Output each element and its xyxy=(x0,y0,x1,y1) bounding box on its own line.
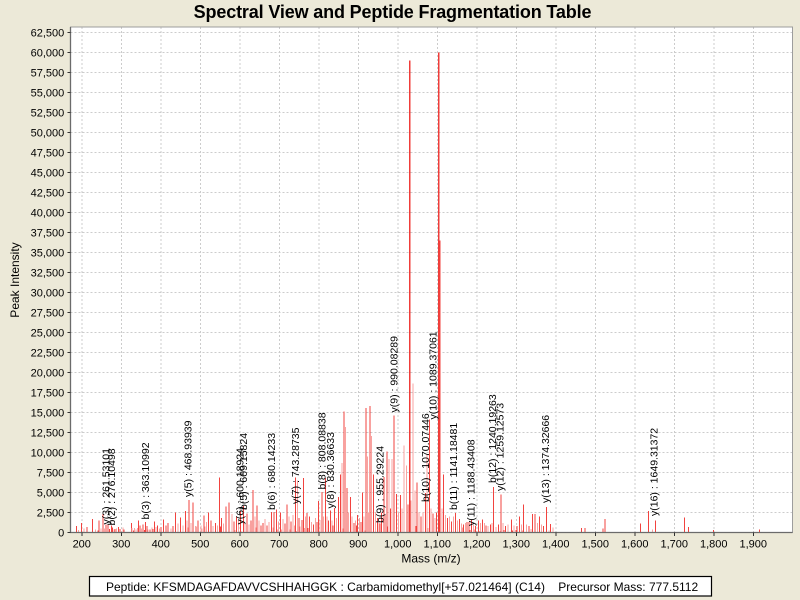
svg-text:1,100: 1,100 xyxy=(423,539,451,551)
svg-text:32,500: 32,500 xyxy=(31,268,65,280)
svg-text:1,200: 1,200 xyxy=(463,539,491,551)
svg-text:700: 700 xyxy=(270,539,288,551)
svg-text:y(10) : 1089.37061: y(10) : 1089.37061 xyxy=(427,331,439,419)
svg-text:10,000: 10,000 xyxy=(31,448,65,460)
svg-text:900: 900 xyxy=(349,539,367,551)
svg-text:400: 400 xyxy=(152,539,170,551)
svg-text:40,000: 40,000 xyxy=(31,208,65,220)
svg-text:2,500: 2,500 xyxy=(37,508,65,520)
svg-text:Spectral View and Peptide Frag: Spectral View and Peptide Fragmentation … xyxy=(194,2,592,22)
svg-text:15,000: 15,000 xyxy=(31,408,65,420)
svg-text:600: 600 xyxy=(231,539,249,551)
svg-text:1,900: 1,900 xyxy=(739,539,767,551)
svg-text:500: 500 xyxy=(191,539,209,551)
svg-text:300: 300 xyxy=(112,539,130,551)
svg-text:y(8) : 830.36633: y(8) : 830.36633 xyxy=(325,432,337,509)
svg-text:y(16) : 1649.31372: y(16) : 1649.31372 xyxy=(649,428,661,516)
svg-text:b(10) : 1070.07446: b(10) : 1070.07446 xyxy=(420,413,432,502)
svg-text:1,800: 1,800 xyxy=(700,539,728,551)
svg-text:y(11) : 1188.43408: y(11) : 1188.43408 xyxy=(466,439,478,526)
svg-text:b(11) : 1141.18481: b(11) : 1141.18481 xyxy=(448,423,460,510)
svg-text:b(6) : 680.14233: b(6) : 680.14233 xyxy=(266,433,278,510)
svg-text:27,500: 27,500 xyxy=(31,308,65,320)
svg-text:55,000: 55,000 xyxy=(31,88,65,100)
svg-text:y(9) : 990.08289: y(9) : 990.08289 xyxy=(389,336,401,413)
svg-text:1,400: 1,400 xyxy=(542,539,570,551)
svg-text:y(6) : 600.18924: y(6) : 600.18924 xyxy=(234,448,246,525)
svg-text:y(3) : 261.53101: y(3) : 261.53101 xyxy=(100,448,112,525)
svg-text:800: 800 xyxy=(310,539,328,551)
svg-text:20,000: 20,000 xyxy=(31,368,65,380)
svg-text:1,000: 1,000 xyxy=(384,539,412,551)
svg-text:1,600: 1,600 xyxy=(621,539,649,551)
svg-text:47,500: 47,500 xyxy=(31,148,65,160)
svg-text:b(12) : 1240.19263: b(12) : 1240.19263 xyxy=(487,394,499,483)
svg-text:y(13) : 1374.32666: y(13) : 1374.32666 xyxy=(540,415,552,503)
svg-text:17,500: 17,500 xyxy=(31,388,65,400)
svg-text:50,000: 50,000 xyxy=(31,128,65,140)
svg-text:1,700: 1,700 xyxy=(660,539,688,551)
svg-text:y(7) : 743.28735: y(7) : 743.28735 xyxy=(290,427,302,504)
svg-text:7,500: 7,500 xyxy=(37,468,65,480)
svg-text:35,000: 35,000 xyxy=(31,248,65,260)
svg-text:b(9) : 955.29224: b(9) : 955.29224 xyxy=(375,446,387,523)
svg-text:b(2) : 276.10498: b(2) : 276.10498 xyxy=(106,448,118,525)
svg-text:1,500: 1,500 xyxy=(581,539,609,551)
svg-text:57,500: 57,500 xyxy=(31,68,65,80)
svg-text:0: 0 xyxy=(58,528,64,540)
svg-text:y(12) : 1259.12573: y(12) : 1259.12573 xyxy=(495,403,507,491)
svg-text:25,000: 25,000 xyxy=(31,328,65,340)
svg-text:Mass (m/z): Mass (m/z) xyxy=(401,552,460,566)
svg-text:37,500: 37,500 xyxy=(31,228,65,240)
svg-text:Peak Intensity: Peak Intensity xyxy=(8,242,22,317)
svg-text:52,500: 52,500 xyxy=(31,108,65,120)
svg-text:b(5) : 609.15824: b(5) : 609.15824 xyxy=(238,433,250,510)
svg-text:62,500: 62,500 xyxy=(31,28,65,40)
svg-text:b(8) : 808.08838: b(8) : 808.08838 xyxy=(316,412,328,489)
svg-text:45,000: 45,000 xyxy=(31,168,65,180)
svg-text:5,000: 5,000 xyxy=(37,488,65,500)
svg-text:b(3) : 363.10992: b(3) : 363.10992 xyxy=(140,442,152,519)
svg-text:y(5) : 468.93939: y(5) : 468.93939 xyxy=(182,420,194,497)
svg-text:30,000: 30,000 xyxy=(31,288,65,300)
svg-text:1,300: 1,300 xyxy=(502,539,530,551)
svg-text:200: 200 xyxy=(73,539,91,551)
svg-text:12,500: 12,500 xyxy=(31,428,65,440)
svg-text:60,000: 60,000 xyxy=(31,48,65,60)
svg-text:22,500: 22,500 xyxy=(31,348,65,360)
svg-text:Peptide: KFSMDAGAFDAVVCSHHAHGG: Peptide: KFSMDAGAFDAVVCSHHAHGGK : Carbam… xyxy=(106,580,698,594)
svg-text:42,500: 42,500 xyxy=(31,188,65,200)
